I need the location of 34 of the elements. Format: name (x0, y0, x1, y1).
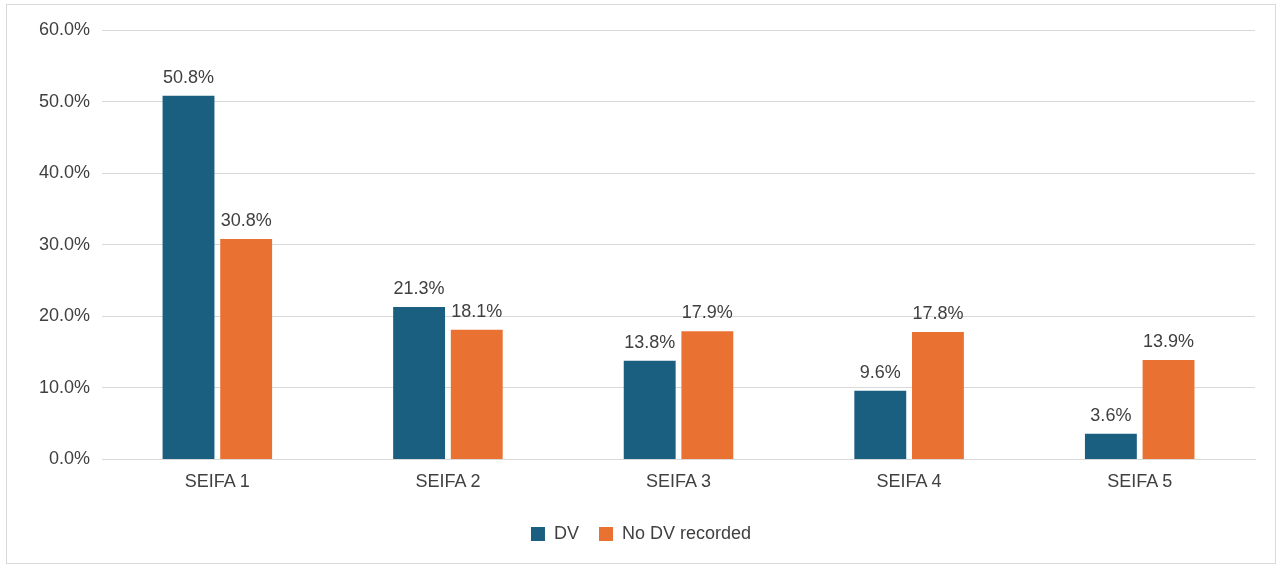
x-tick-label: SEIFA 3 (646, 471, 712, 492)
y-tick-label: 30.0% (38, 233, 91, 254)
bar (1142, 359, 1195, 459)
bar (162, 95, 215, 459)
y-tick-label: 20.0% (38, 305, 91, 326)
x-tick-label: SEIFA 5 (1107, 471, 1173, 492)
y-tick-label: 40.0% (38, 162, 91, 183)
data-label: 30.8% (220, 209, 272, 230)
bar (911, 332, 964, 459)
x-tick-label: SEIFA 4 (876, 471, 942, 492)
x-tick-label: SEIFA 1 (184, 471, 250, 492)
data-label: 9.6% (859, 361, 901, 382)
data-label: 17.9% (681, 302, 733, 323)
y-tick-label: 10.0% (38, 376, 91, 397)
data-label: 18.1% (451, 300, 503, 321)
y-tick-label: 50.0% (38, 90, 91, 111)
y-tick-label: 60.0% (38, 18, 91, 39)
bar (623, 360, 676, 459)
y-tick-label: 0.0% (49, 448, 91, 469)
bar (450, 329, 503, 459)
bar (854, 390, 907, 459)
data-label: 17.8% (912, 302, 964, 323)
legend-label: No DV recorded (621, 522, 752, 543)
bar (220, 238, 273, 459)
data-label: 13.8% (624, 331, 676, 352)
x-tick-label: SEIFA 2 (415, 471, 481, 492)
data-label: 50.8% (162, 66, 215, 87)
data-label: 21.3% (393, 277, 445, 298)
bar (393, 306, 446, 459)
legend-label: DV (553, 522, 579, 543)
data-label: 3.6% (1090, 404, 1132, 425)
bar (1084, 433, 1137, 459)
data-label: 13.9% (1143, 330, 1195, 351)
bar (681, 331, 734, 459)
